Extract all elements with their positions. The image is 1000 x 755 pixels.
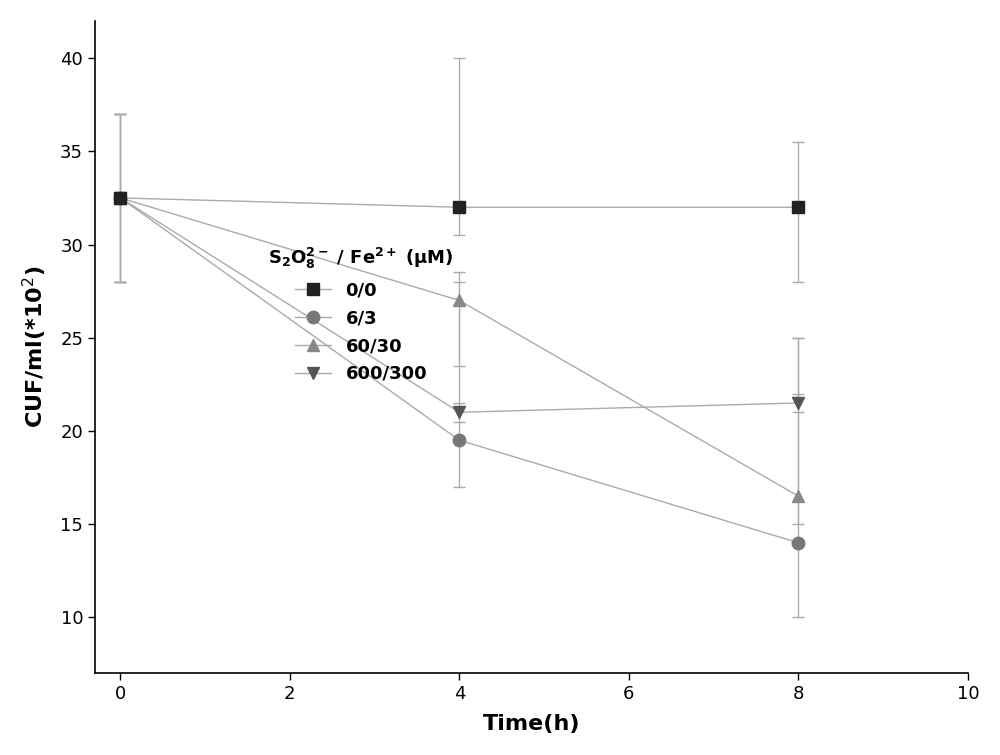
X-axis label: Time(h): Time(h) [483,714,580,734]
Y-axis label: CUF/ml(*10$^2$): CUF/ml(*10$^2$) [21,266,49,428]
Legend: 0/0, 6/3, 60/30, 600/300: 0/0, 6/3, 60/30, 600/300 [261,239,461,390]
